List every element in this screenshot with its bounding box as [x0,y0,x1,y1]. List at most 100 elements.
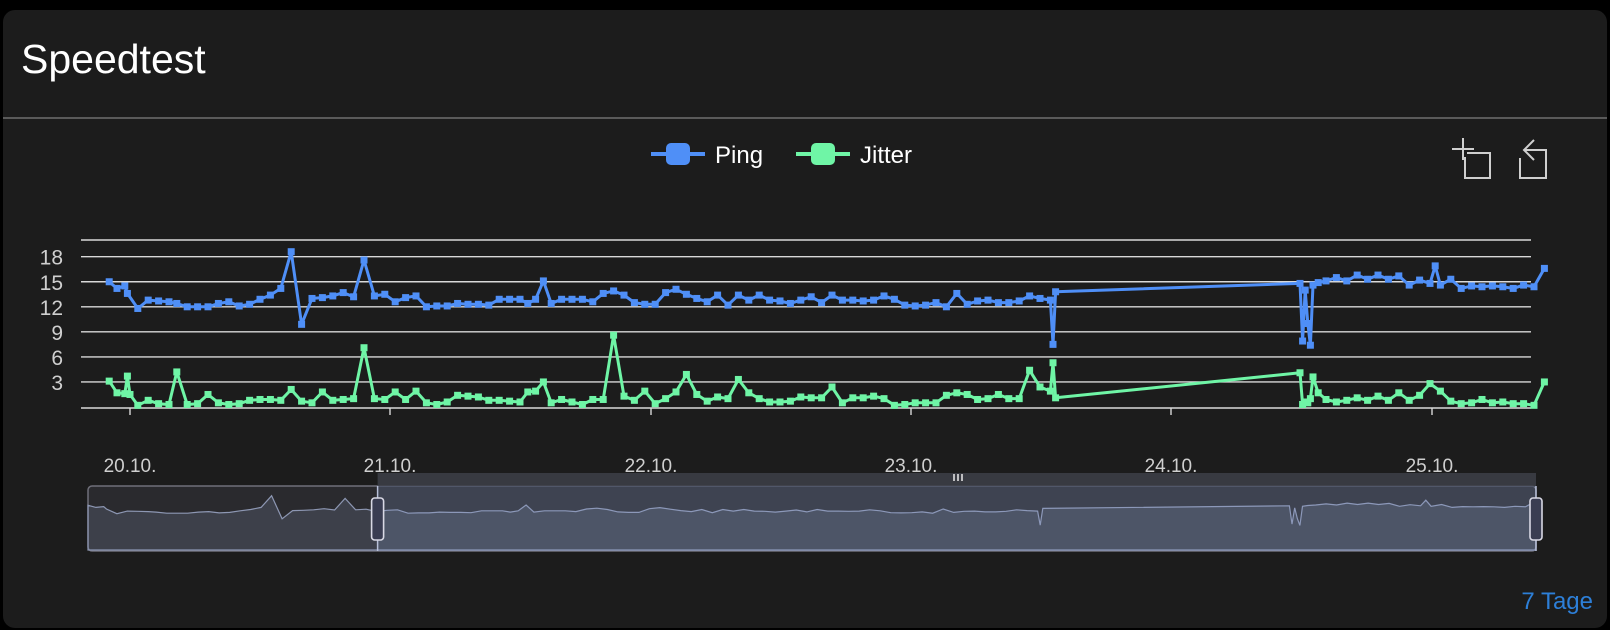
ping-point [277,284,285,292]
x-tick-label: 25.10. [1406,456,1459,477]
jitter-point [1416,391,1424,399]
jitter-point [339,395,347,403]
legend-item-jitter[interactable]: Jitter [796,142,912,169]
jitter-point [235,400,243,408]
jitter-point [703,397,711,405]
speedtest-card: Speedtest 3 6 9 12 15 18 20.10. 21.10. 22.10. 23.… [3,10,1607,628]
jitter-point [1036,383,1044,391]
jitter-point [113,389,121,397]
ping-point [402,294,410,302]
ping-point [329,292,337,300]
data-zoom-slider[interactable] [87,473,1543,552]
jitter-point [1457,400,1465,408]
ping-point [165,298,173,306]
jitter-point [329,396,337,404]
jitter-point [838,399,846,407]
ping-point [1530,283,1538,291]
jitter-point [105,377,113,385]
ping-point [287,248,295,256]
ping-point [532,295,540,303]
ping-point [381,290,389,298]
ping-point [516,295,524,303]
jitter-point [734,375,742,383]
ping-point [1431,262,1439,270]
jitter-point [620,392,628,400]
ping-point [1026,292,1034,300]
ping-point [350,293,358,301]
jitter-point [1314,389,1322,397]
ping-point [630,299,638,307]
jitter-point [165,400,173,408]
jitter-point [1405,396,1413,404]
jitter-point [599,395,607,403]
ping-point [1299,337,1307,345]
ping-point [797,296,805,304]
jitter-point [1540,378,1548,386]
jitter-point [532,387,540,395]
ping-point [558,295,566,303]
ping-point [134,304,142,312]
jitter-point [126,390,134,398]
jitter-point [901,400,909,408]
zoom-area-icon[interactable] [1452,138,1491,179]
jitter-point [155,400,163,408]
restore-zoom-icon[interactable] [1519,139,1547,179]
jitter-point [422,399,430,407]
jitter-point [1026,366,1034,374]
ping-series [105,248,1548,349]
ping-point [953,289,961,297]
ping-point [1304,320,1312,327]
data-zoom-grip-icon[interactable] [953,474,963,481]
ping-point [1015,297,1023,305]
jitter-point [714,393,722,401]
jitter-point [672,388,680,396]
ping-point [1540,264,1548,272]
jitter-point [225,400,233,408]
jitter-point [256,395,264,403]
time-range-link[interactable]: 7 Tage [1521,588,1593,615]
ping-point [568,295,576,303]
ping-point [339,289,347,297]
jitter-point [974,395,982,403]
ping-point [1309,281,1317,289]
jitter-point [942,391,950,399]
ping-point [495,295,503,303]
jitter-point [682,370,690,378]
data-zoom-handle-start[interactable] [370,497,385,541]
restore-icon-arrow [1522,139,1535,161]
y-tick-label: 9 [51,322,63,345]
ping-point [1436,281,1444,289]
jitter-point [651,400,659,408]
ping-point [506,295,514,303]
jitter-point [1499,398,1507,406]
ping-point [589,298,597,306]
ping-point [256,295,264,303]
jitter-point [890,401,898,409]
data-zoom-handle-end[interactable] [1529,497,1543,541]
jitter-point [641,387,649,395]
ping-point [974,297,982,305]
jitter-point [766,398,774,406]
legend-label: Jitter [860,142,912,169]
data-zoom-preview [87,494,1537,551]
ping-point [807,293,815,301]
y-tick-label: 3 [51,372,63,395]
jitter-point [360,344,368,352]
ping-point [1005,299,1013,307]
ping-point [1046,296,1054,304]
jitter-point [539,378,547,386]
ping-point [1405,281,1413,289]
jitter-point [370,395,378,403]
legend-item-ping[interactable]: Ping [651,142,763,169]
y-tick-label: 12 [40,297,63,320]
jitter-point [402,395,410,403]
ping-point [1457,284,1465,292]
ping-point [828,291,836,299]
jitter-point [828,383,836,391]
ping-point [1416,276,1424,284]
jitter-point [1395,389,1403,397]
ping-point [485,301,493,309]
jitter-point [578,400,586,408]
data-zoom-move-bar[interactable] [377,473,1537,487]
ping-point [121,282,129,290]
